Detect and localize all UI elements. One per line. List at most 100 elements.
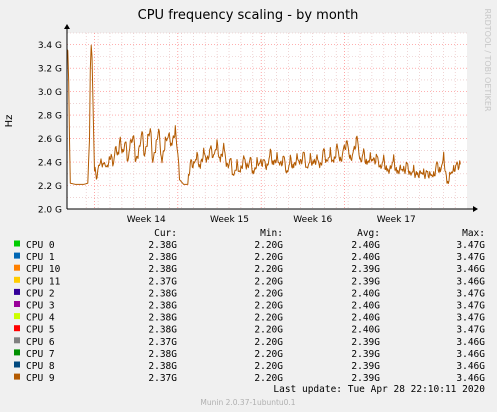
legend-avg-value: 2.39G xyxy=(351,337,380,348)
legend-min-value: 2.20G xyxy=(254,288,283,299)
legend-min-value: 2.20G xyxy=(254,337,283,348)
x-axis-arrow xyxy=(473,206,478,212)
legend-series-name: CPU 10 xyxy=(26,264,61,275)
last-update: Last update: Tue Apr 28 22:10:11 2020 xyxy=(273,384,485,395)
y-tick-label: 3.4 G xyxy=(38,41,62,51)
legend-series-name: CPU 2 xyxy=(26,288,55,299)
legend-swatch xyxy=(14,349,20,356)
series-lines xyxy=(66,44,461,185)
x-tick-label: Week 15 xyxy=(210,215,249,225)
legend-avg-value: 2.40G xyxy=(351,288,380,299)
legend-swatch xyxy=(14,240,20,247)
chart-title: CPU frequency scaling - by month xyxy=(138,8,359,23)
y-tick-label: 2.4 G xyxy=(38,159,62,169)
legend-series-name: CPU 7 xyxy=(26,349,55,360)
y-tick-labels: 2.0 G 2.2 G 2.4 G 2.6 G 2.8 G 3.0 G 3.2 G 3.4 G xyxy=(38,41,62,215)
legend-max-value: 3.46G xyxy=(456,361,485,372)
legend-max-value: 3.46G xyxy=(456,264,485,275)
legend-min-value: 2.20G xyxy=(254,361,283,372)
y-tick-label: 3.2 G xyxy=(38,65,62,75)
legend-swatch xyxy=(14,373,20,380)
legend-cur-value: 2.38G xyxy=(148,349,177,360)
legend-series-name: CPU 5 xyxy=(26,325,55,336)
legend-max-value: 3.47G xyxy=(456,240,485,251)
legend-min-value: 2.20G xyxy=(254,264,283,275)
plot-area xyxy=(67,33,467,209)
x-tick-label: Week 14 xyxy=(127,215,166,225)
legend-max-value: 3.47G xyxy=(456,252,485,263)
legend-min-value: 2.20G xyxy=(254,240,283,251)
legend-max-value: 3.46G xyxy=(456,276,485,287)
legend-cur-value: 2.38G xyxy=(148,240,177,251)
legend-max-value: 3.47G xyxy=(456,288,485,299)
y-axis-label: Hz xyxy=(4,115,15,128)
legend-cur-value: 2.37G xyxy=(148,276,177,287)
y-tick-label: 2.6 G xyxy=(38,135,62,145)
legend-min-value: 2.20G xyxy=(254,325,283,336)
legend-swatch xyxy=(14,361,20,368)
legend-swatch xyxy=(14,276,20,283)
legend-cur-value: 2.38G xyxy=(148,252,177,263)
legend-avg-value: 2.39G xyxy=(351,349,380,360)
legend-min-value: 2.20G xyxy=(254,349,283,360)
legend-swatch xyxy=(14,325,20,332)
axes xyxy=(64,24,478,212)
legend-cur-value: 2.38G xyxy=(148,361,177,372)
legend-cur-value: 2.37G xyxy=(148,337,177,348)
legend-series-name: CPU 0 xyxy=(26,240,55,251)
y-tick-label: 3.0 G xyxy=(38,88,62,98)
legend-header-cur: Cur: xyxy=(154,228,177,239)
y-tick-label: 2.8 G xyxy=(38,112,62,122)
legend-cur-value: 2.38G xyxy=(148,301,177,312)
legend-cur-value: 2.38G xyxy=(148,313,177,324)
rrdtool-watermark: RRDTOOL / TOBI OETIKER xyxy=(483,8,492,111)
legend-series-name: CPU 8 xyxy=(26,361,55,372)
munin-version-footer: Munin 2.0.37-1ubuntu0.1 xyxy=(200,398,295,407)
legend-series-name: CPU 4 xyxy=(26,313,55,324)
x-tick-labels: Week 14 Week 15 Week 16 Week 17 xyxy=(127,215,416,225)
legend-series-name: CPU 6 xyxy=(26,337,55,348)
legend-header-avg: Avg: xyxy=(357,228,380,239)
legend-swatch xyxy=(14,288,20,295)
legend-series-name: CPU 11 xyxy=(26,276,61,287)
legend-max-value: 3.46G xyxy=(456,349,485,360)
legend-max-value: 3.47G xyxy=(456,301,485,312)
legend-min-value: 2.20G xyxy=(254,373,283,384)
legend-swatch xyxy=(14,313,20,320)
y-tick-label: 2.2 G xyxy=(38,182,62,192)
grid-lines xyxy=(67,32,467,209)
legend-swatch xyxy=(14,264,20,271)
series-line xyxy=(66,44,461,185)
legend-header-max: Max: xyxy=(462,228,485,239)
legend-max-value: 3.47G xyxy=(456,313,485,324)
x-tick-label: Week 16 xyxy=(293,215,332,225)
legend-avg-value: 2.39G xyxy=(351,264,380,275)
legend-header-min: Min: xyxy=(260,228,283,239)
legend-series-name: CPU 1 xyxy=(26,252,55,263)
legend-cur-value: 2.38G xyxy=(148,288,177,299)
legend-min-value: 2.20G xyxy=(254,301,283,312)
legend-avg-value: 2.40G xyxy=(351,252,380,263)
legend-series-name: CPU 3 xyxy=(26,301,55,312)
legend-avg-value: 2.39G xyxy=(351,361,380,372)
legend-swatch xyxy=(14,301,20,307)
legend-avg-value: 2.39G xyxy=(351,373,380,384)
legend-min-value: 2.20G xyxy=(254,276,283,287)
legend-min-value: 2.20G xyxy=(254,313,283,324)
legend-avg-value: 2.40G xyxy=(351,240,380,251)
legend-max-value: 3.47G xyxy=(456,325,485,336)
legend-min-value: 2.20G xyxy=(254,252,283,263)
legend-max-value: 3.46G xyxy=(456,337,485,348)
y-axis-arrow xyxy=(64,24,70,29)
legend-cur-value: 2.38G xyxy=(148,264,177,275)
legend-swatch xyxy=(14,337,20,344)
legend-max-value: 3.46G xyxy=(456,373,485,384)
legend-cur-value: 2.37G xyxy=(148,373,177,384)
legend-swatch xyxy=(14,252,20,259)
y-tick-label: 2.0 G xyxy=(38,206,62,216)
legend-avg-value: 2.40G xyxy=(351,325,380,336)
legend-avg-value: 2.40G xyxy=(351,301,380,312)
legend: CPU 0 2.38G 2.20G 2.40G 3.47G CPU 1 2.38G 2.20G… xyxy=(14,240,485,384)
legend-avg-value: 2.40G xyxy=(351,313,380,324)
